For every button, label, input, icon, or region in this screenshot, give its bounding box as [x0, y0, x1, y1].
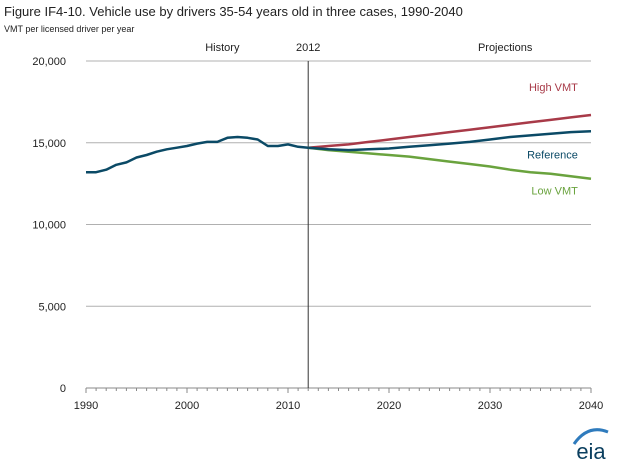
grid-lines [86, 60, 591, 389]
eia-logo: eia [572, 428, 609, 464]
y-tick-label: 5,000 [38, 301, 66, 313]
high-vmt-label: High VMT [529, 82, 578, 94]
x-tick-label: 2020 [377, 400, 401, 412]
series-line-reference [308, 130, 592, 152]
projections-annotation: Projections [478, 42, 533, 54]
logo-swoosh-icon [572, 428, 609, 445]
chart-subtitle: VMT per licensed driver per year [4, 24, 134, 34]
series-line-high-vmt [308, 113, 592, 149]
divider-year-annotation: 2012 [296, 42, 320, 54]
history-annotation: History [205, 42, 240, 54]
x-tick-label: 2010 [276, 400, 300, 412]
y-axis-ticks: 0 5,000 10,000 15,000 20,000 [32, 56, 66, 395]
y-tick-label: 0 [60, 383, 66, 395]
eia-logo-text: eia [576, 439, 606, 464]
series-line-low-vmt [308, 146, 592, 180]
x-tick-label: 2040 [579, 400, 603, 412]
y-tick-label: 10,000 [32, 220, 66, 232]
chart-title: Figure IF4-10. Vehicle use by drivers 35… [4, 4, 463, 19]
x-tick-label: 1990 [74, 400, 98, 412]
series-line-history [86, 135, 309, 174]
series-lines [86, 113, 592, 180]
y-tick-label: 20,000 [32, 56, 66, 68]
x-axis-ticks: 1990 2000 2010 2020 2030 2040 [74, 388, 603, 412]
y-tick-label: 15,000 [32, 138, 66, 150]
x-tick-label: 2000 [175, 400, 199, 412]
low-vmt-label: Low VMT [531, 186, 578, 198]
reference-label: Reference [527, 149, 578, 161]
x-tick-label: 2030 [478, 400, 502, 412]
